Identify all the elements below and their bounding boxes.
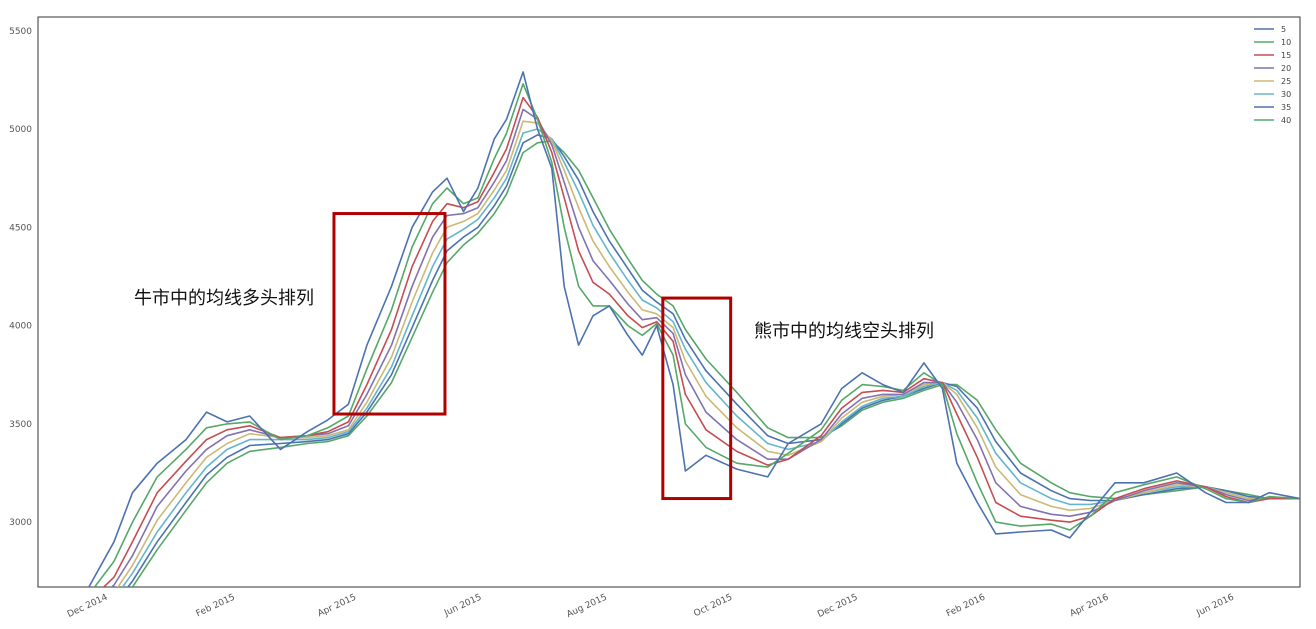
y-tick-label: 5500 bbox=[9, 27, 32, 37]
x-tick-label: Jun 2016 bbox=[1194, 593, 1235, 619]
x-tick-label: Dec 2015 bbox=[816, 593, 859, 620]
x-tick-label: Dec 2014 bbox=[66, 593, 110, 620]
legend: 5 10 15 20 25 30 35 40 bbox=[1254, 25, 1291, 125]
x-tick-label: Feb 2016 bbox=[945, 593, 987, 620]
x-tick-label: Jun 2015 bbox=[442, 593, 483, 619]
legend-label: 25 bbox=[1281, 77, 1291, 86]
legend-label: 20 bbox=[1281, 64, 1291, 73]
y-tick-label: 3500 bbox=[9, 420, 32, 430]
annotation-layer: 牛市中的均线多头排列 熊市中的均线空头排列 bbox=[134, 212, 934, 501]
series-layer bbox=[87, 71, 1300, 587]
series-line-ma20 bbox=[110, 108, 1300, 587]
x-axis: Dec 2014 Feb 2015 Apr 2015 Jun 2015 Aug 2015… bbox=[66, 593, 1236, 620]
series-line-ma25 bbox=[117, 120, 1300, 587]
bull-market-annotation: 牛市中的均线多头排列 bbox=[134, 288, 314, 309]
series-line-ma15 bbox=[102, 96, 1300, 587]
x-tick-label: Oct 2015 bbox=[692, 593, 734, 620]
series-line-ma5 bbox=[87, 71, 1300, 587]
x-tick-label: Apr 2016 bbox=[1069, 593, 1111, 620]
x-tick-label: Apr 2015 bbox=[316, 593, 358, 620]
legend-label: 40 bbox=[1281, 116, 1291, 125]
y-axis: 3000 3500 4000 4500 5000 5500 bbox=[9, 27, 32, 528]
x-tick-label: Aug 2015 bbox=[565, 593, 609, 620]
y-tick-label: 3000 bbox=[9, 518, 32, 528]
legend-label: 5 bbox=[1281, 25, 1286, 34]
bear-market-box bbox=[661, 296, 733, 501]
y-tick-label: 5000 bbox=[9, 125, 32, 135]
series-line-ma10 bbox=[93, 83, 1300, 587]
legend-label: 35 bbox=[1281, 103, 1291, 112]
legend-label: 15 bbox=[1281, 51, 1291, 60]
y-tick-label: 4000 bbox=[9, 322, 32, 332]
legend-label: 30 bbox=[1281, 90, 1291, 99]
y-tick-label: 4500 bbox=[9, 223, 32, 233]
bear-market-annotation: 熊市中的均线空头排列 bbox=[754, 321, 934, 342]
x-tick-label: Feb 2015 bbox=[195, 593, 237, 620]
bull-market-box bbox=[332, 212, 447, 416]
series-line-ma35 bbox=[126, 134, 1300, 587]
series-line-ma30 bbox=[121, 128, 1300, 587]
legend-label: 10 bbox=[1281, 38, 1291, 47]
series-line-ma40 bbox=[131, 140, 1300, 587]
